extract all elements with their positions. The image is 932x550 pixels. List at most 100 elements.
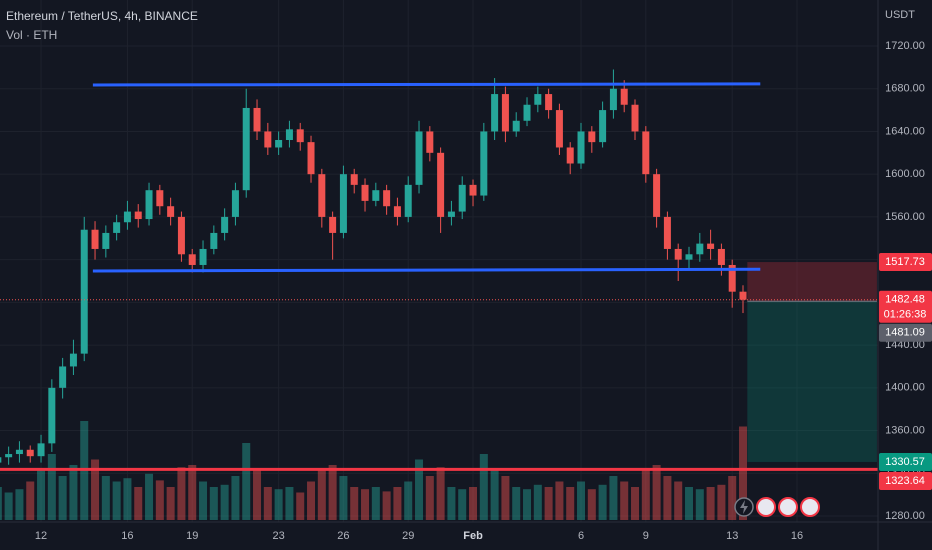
candle-body: [285, 129, 293, 140]
volume-bar: [382, 491, 391, 520]
volume-bar: [685, 487, 694, 520]
event-icon[interactable]: [756, 497, 776, 517]
candle-body: [361, 184, 369, 201]
volume-bar: [533, 484, 542, 520]
y-axis-label: USDT: [885, 9, 915, 21]
lightning-icon: [740, 500, 748, 514]
volume-bar: [123, 478, 132, 520]
y-tick-label: 1440.00: [885, 339, 925, 351]
volume-bar: [415, 459, 424, 520]
chart-subtitle: Vol · ETH: [6, 28, 57, 42]
candle-body: [372, 190, 380, 201]
volume-bar: [242, 443, 251, 520]
volume-bar: [404, 481, 413, 520]
volume-bar: [296, 492, 305, 520]
candle-body: [599, 110, 607, 143]
price-tag: [879, 290, 932, 323]
candle-body: [404, 184, 412, 217]
candle-body: [275, 140, 283, 148]
price-tag: [879, 253, 932, 272]
volume-bar: [69, 465, 78, 520]
candle-body: [264, 131, 272, 148]
volume-bar: [631, 487, 640, 520]
candle-body: [339, 174, 347, 233]
volume-bar: [307, 481, 316, 520]
event-icon[interactable]: [800, 497, 820, 517]
candle-body: [653, 174, 661, 217]
candle-body: [350, 174, 358, 185]
candle-body: [15, 449, 23, 455]
volume-bar: [263, 487, 272, 520]
x-tick-label: 13: [726, 530, 738, 542]
candle-body: [685, 254, 693, 260]
volume-bar: [501, 476, 510, 520]
volume-bar: [350, 487, 359, 520]
volume-bar: [674, 481, 683, 520]
price-tag-label: 1481.09: [885, 327, 925, 339]
volume-bar: [609, 476, 618, 520]
x-tick-label: 6: [578, 530, 584, 542]
volume-bar: [4, 492, 13, 520]
candle-body: [566, 147, 574, 164]
volume-bar: [112, 481, 121, 520]
candle-body: [167, 206, 175, 217]
x-tick-label: 29: [402, 530, 414, 542]
y-tick-label: 1360.00: [885, 424, 925, 436]
volume-bar: [652, 465, 661, 520]
x-tick-label: 23: [273, 530, 285, 542]
volume-bar: [317, 470, 326, 520]
volume-bar: [598, 484, 607, 520]
volume-bar: [134, 487, 143, 520]
x-tick-label: 16: [791, 530, 803, 542]
candle-body: [588, 131, 596, 143]
volume-bar: [155, 480, 164, 520]
volume-bar: [620, 481, 629, 520]
candle-body: [512, 120, 520, 132]
candle-body: [631, 104, 639, 132]
stop-zone: [747, 262, 877, 302]
volume-bar: [447, 487, 456, 520]
y-tick-label: 1400.00: [885, 382, 925, 394]
candle-body: [696, 243, 704, 255]
volume-bar: [37, 470, 46, 520]
volume-bar: [220, 484, 229, 520]
volume-bar: [253, 470, 262, 520]
candle-body: [642, 131, 650, 175]
volume-bar: [695, 489, 704, 520]
price-tag-label: 1482.48: [885, 294, 925, 306]
x-tick-label: Feb: [463, 530, 483, 542]
volume-bar: [425, 476, 434, 520]
candle-body: [253, 107, 261, 132]
volume-bar: [58, 476, 67, 520]
candle-body: [296, 129, 304, 143]
volume-bar: [577, 481, 586, 520]
volume-bar: [145, 473, 154, 520]
y-tick-label: 1600.00: [885, 168, 925, 180]
candle-body: [156, 190, 164, 207]
volume-bar: [285, 487, 294, 520]
candle-body: [221, 216, 229, 233]
candle-body: [80, 229, 88, 354]
candle-body: [242, 107, 250, 191]
countdown-label: 01:26:38: [884, 309, 927, 321]
candle-body: [426, 131, 434, 153]
volume-bar: [177, 467, 186, 520]
candle-body: [437, 152, 445, 217]
volume-bar: [274, 489, 283, 520]
candle-body: [534, 94, 542, 105]
candle-body: [102, 232, 110, 249]
candle-body: [307, 142, 315, 175]
price-tag-label: 1517.73: [885, 256, 925, 268]
volume-bar: [15, 489, 24, 520]
volume-bar: [512, 487, 521, 520]
x-tick-label: 26: [337, 530, 349, 542]
candle-body: [620, 88, 628, 105]
axes: 1280.001320.001360.001400.001440.001480.…: [35, 40, 932, 542]
volume-bar: [393, 487, 402, 520]
candle-body: [26, 449, 34, 457]
event-icons: [734, 497, 820, 517]
volume-bar: [555, 481, 564, 520]
volume-bar: [328, 465, 337, 520]
event-icon[interactable]: [778, 497, 798, 517]
candle-body: [177, 216, 185, 255]
